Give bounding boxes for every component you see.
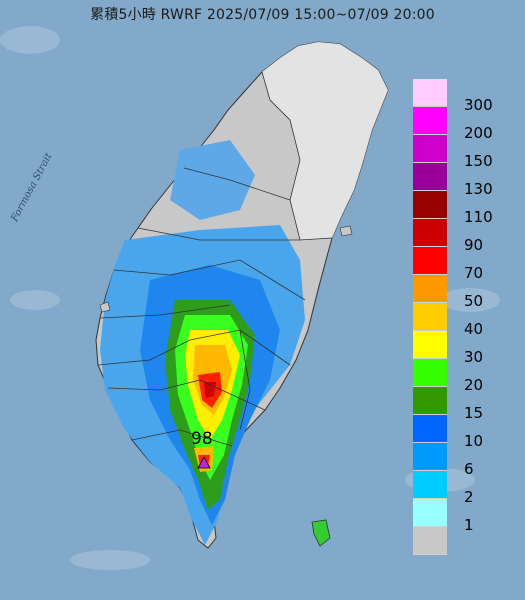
legend-label: 150: [464, 152, 493, 170]
legend-label: 2: [464, 488, 474, 506]
legend-label: 6: [464, 460, 474, 478]
legend-swatch: [413, 275, 447, 303]
county-borders: [97, 71, 333, 447]
legend-label: 20: [464, 376, 484, 394]
legend-label: 50: [464, 292, 484, 310]
legend-swatch: [413, 471, 447, 499]
map-title: 累積5小時 RWRF 2025/07/09 15:00~07/09 20:00: [90, 7, 435, 23]
legend-label: 70: [464, 264, 484, 282]
north-east-region: [262, 42, 388, 240]
legend-swatch: [413, 499, 447, 527]
legend-swatch: [413, 359, 447, 387]
legend-swatch: [413, 387, 447, 415]
legend-swatch: [413, 135, 447, 163]
legend-swatch: [413, 163, 447, 191]
legend-swatch: [413, 303, 447, 331]
peak-value: 98: [191, 429, 213, 449]
legend-label: 200: [464, 124, 493, 142]
legend-swatch: [413, 527, 447, 555]
legend-swatch: [413, 107, 447, 135]
legend-label: 110: [464, 208, 493, 226]
legend-swatch: [413, 247, 447, 275]
legend-swatch: [413, 443, 447, 471]
rain-field: [100, 140, 305, 545]
legend-label: 40: [464, 320, 484, 338]
legend-label: 130: [464, 180, 493, 198]
legend-swatch: [413, 415, 447, 443]
legend-swatch: [413, 191, 447, 219]
legend-label: 15: [464, 404, 484, 422]
legend-swatch: [413, 219, 447, 247]
legend-label: 300: [464, 96, 493, 114]
legend-label: 90: [464, 236, 484, 254]
legend-label: 30: [464, 348, 484, 366]
legend-label: 1: [464, 516, 474, 534]
peak-marker-icon: [197, 456, 211, 469]
legend-colorbar: [413, 79, 447, 555]
legend-label: 10: [464, 432, 484, 450]
legend-swatch: [413, 331, 447, 359]
legend-swatch: [413, 79, 447, 107]
outlying-islands: [99, 225, 353, 547]
